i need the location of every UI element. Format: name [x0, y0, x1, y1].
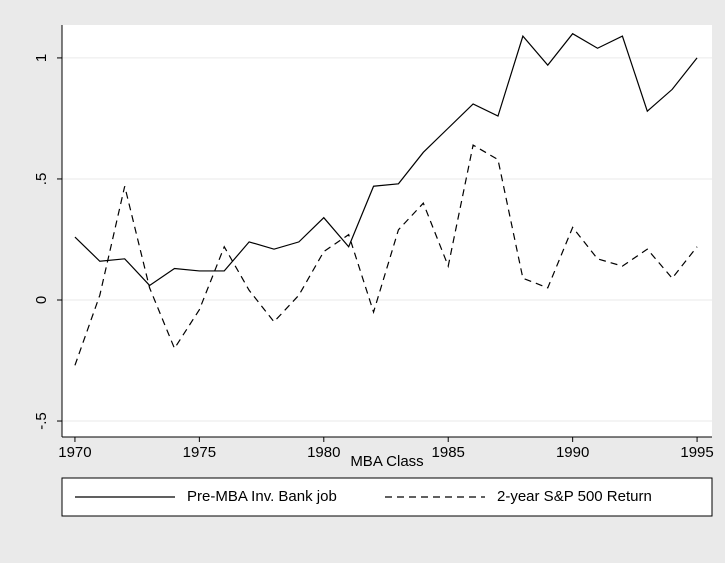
- legend-label: 2-year S&P 500 Return: [497, 488, 652, 505]
- x-tick-label: 1975: [183, 444, 216, 461]
- y-tick-label: 0: [33, 296, 50, 304]
- x-tick-label: 1980: [307, 444, 340, 461]
- y-tick-label: 1: [33, 54, 50, 62]
- x-tick-label: 1990: [556, 444, 589, 461]
- line-series: [74, 32, 698, 287]
- legend-label: Pre-MBA Inv. Bank job: [187, 488, 337, 505]
- x-axis-label: MBA Class: [350, 453, 423, 470]
- x-tick-label: 1970: [58, 444, 91, 461]
- plot-area: [62, 25, 712, 437]
- y-tick-label: -.5: [33, 412, 50, 430]
- x-tick-label: 1995: [680, 444, 713, 461]
- x-tick-label: 1985: [432, 444, 465, 461]
- line-series: [74, 144, 698, 366]
- y-tick-label: .5: [33, 173, 50, 186]
